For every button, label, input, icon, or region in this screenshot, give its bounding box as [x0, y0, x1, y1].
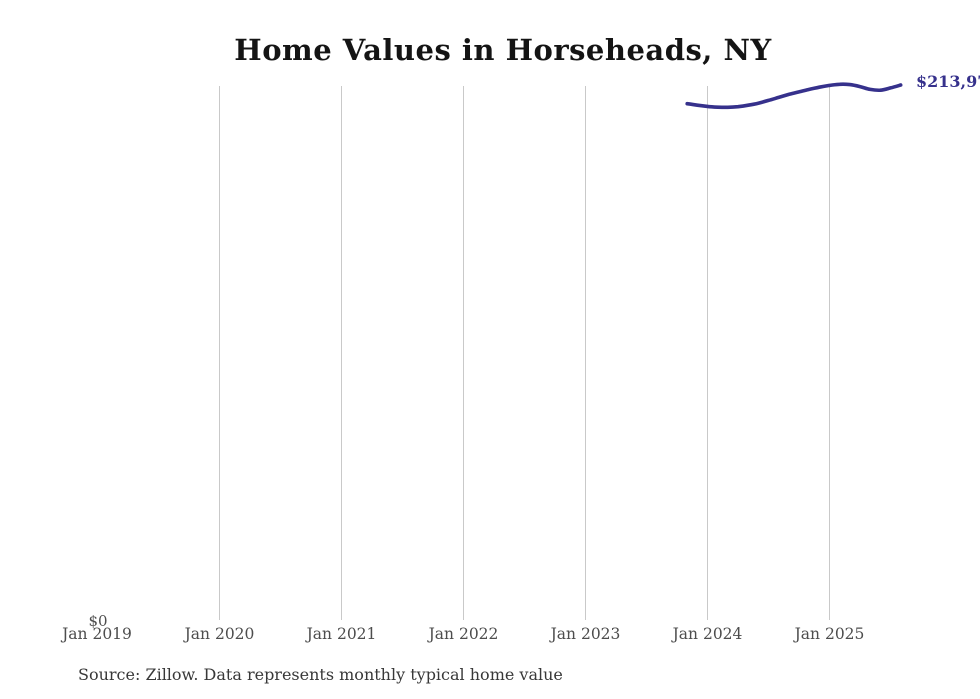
- vertical-gridline: [341, 86, 342, 620]
- x-tick-label: Jan 2024: [672, 625, 743, 643]
- vertical-gridline: [463, 86, 464, 620]
- chart-title: Home Values in Horseheads, NY: [234, 33, 772, 67]
- x-tick-label: Jan 2022: [428, 625, 499, 643]
- vertical-gridline: [707, 86, 708, 620]
- latest-value-label: $213,97: [916, 72, 980, 91]
- vertical-gridline: [829, 86, 830, 620]
- home-value-line: [685, 82, 903, 110]
- x-tick-label: Jan 2019: [62, 625, 132, 643]
- vertical-gridline: [585, 86, 586, 620]
- source-note: Source: Zillow. Data represents monthly …: [78, 665, 563, 684]
- x-tick-label: Jan 2020: [184, 625, 255, 643]
- vertical-gridline: [219, 86, 220, 620]
- y-axis-tick-label-zero: $0: [88, 612, 108, 630]
- x-tick-label: Jan 2023: [550, 625, 621, 643]
- x-tick-label: Jan 2025: [794, 625, 865, 643]
- x-tick-label: Jan 2021: [306, 625, 377, 643]
